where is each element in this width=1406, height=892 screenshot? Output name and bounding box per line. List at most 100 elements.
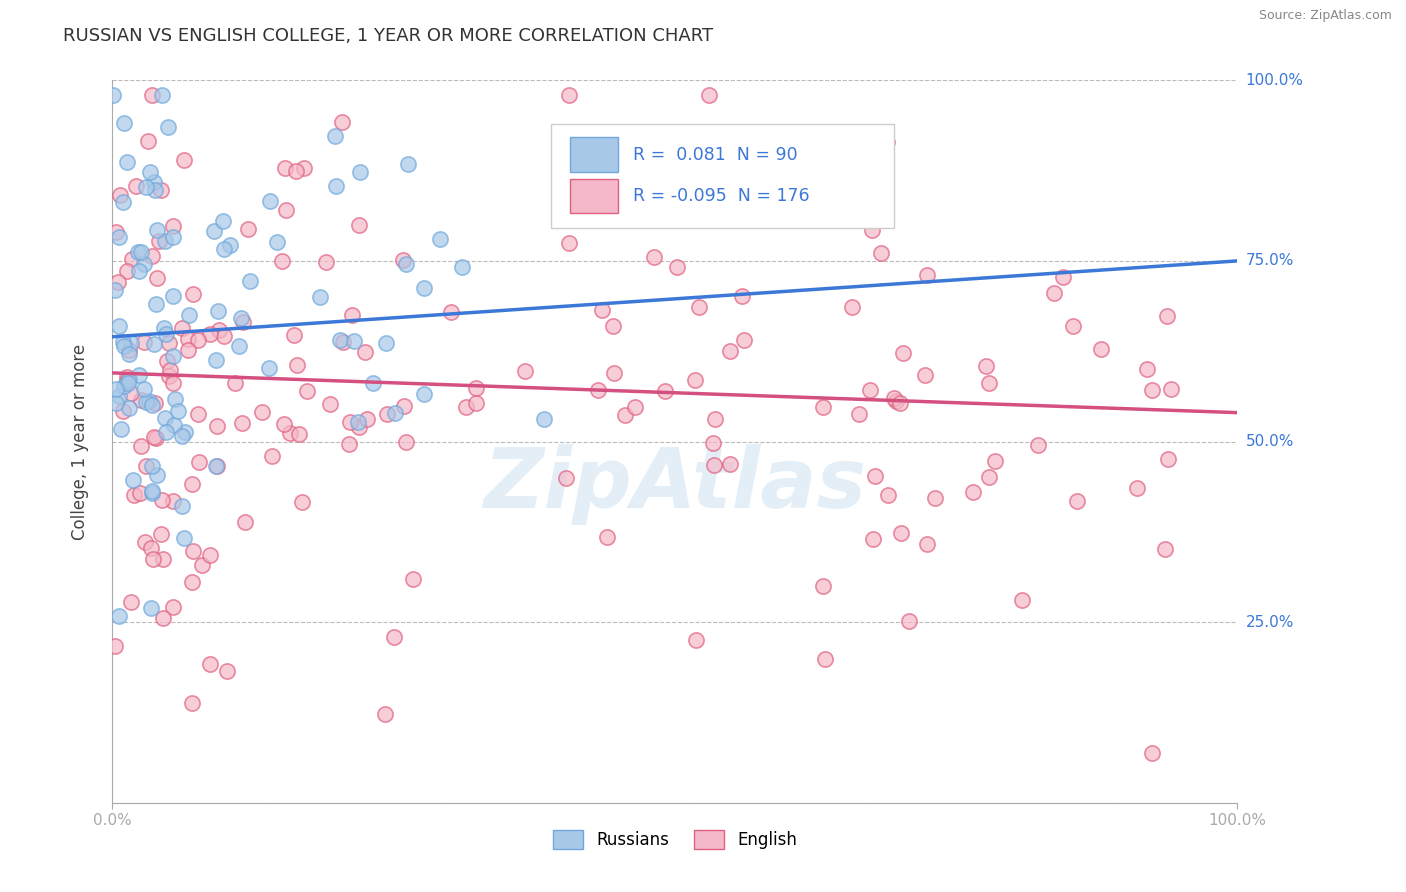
Point [402, 572, 425, 586]
Point [862, 533, 884, 547]
Point [347, 218, 370, 232]
Point [112, 379, 135, 393]
Text: 75.0%: 75.0% [1246, 253, 1294, 268]
Point [142, 551, 165, 566]
Point [128, 263, 150, 277]
Point [177, 308, 200, 322]
Point [361, 376, 384, 391]
Point [173, 531, 195, 545]
Text: 50.0%: 50.0% [1246, 434, 1294, 449]
Point [214, 242, 236, 256]
Point [977, 470, 1000, 484]
Point [149, 183, 172, 197]
Point [157, 335, 180, 350]
Point [454, 401, 477, 415]
Point [1156, 310, 1178, 324]
Point [145, 270, 167, 285]
Point [915, 536, 938, 550]
Point [162, 494, 184, 508]
Point [162, 288, 184, 302]
Point [115, 374, 138, 388]
Point [602, 318, 624, 333]
Point [884, 394, 907, 409]
Point [150, 492, 173, 507]
Point [139, 165, 162, 179]
Point [112, 334, 135, 349]
Text: RUSSIAN VS ENGLISH COLLEGE, 1 YEAR OR MORE CORRELATION CHART: RUSSIAN VS ENGLISH COLLEGE, 1 YEAR OR MO… [63, 27, 713, 45]
Text: ZipAtlas: ZipAtlas [484, 444, 866, 525]
Point [212, 214, 235, 228]
Point [614, 409, 637, 423]
Point [135, 180, 157, 194]
Point [984, 454, 1007, 468]
Point [295, 384, 318, 398]
Point [1026, 438, 1049, 452]
Point [591, 303, 613, 318]
Point [135, 459, 157, 474]
Point [292, 161, 315, 175]
Point [181, 477, 204, 491]
Point [1052, 269, 1074, 284]
Point [319, 397, 342, 411]
Point [167, 404, 190, 418]
Point [915, 268, 938, 283]
Point [731, 289, 754, 303]
Point [291, 494, 314, 508]
Point [1062, 318, 1084, 333]
Point [104, 383, 127, 397]
Point [688, 300, 710, 314]
Point [889, 396, 911, 410]
Point [665, 260, 688, 274]
Point [893, 346, 915, 360]
Point [198, 548, 221, 562]
Point [132, 335, 155, 350]
Point [125, 179, 148, 194]
Point [733, 333, 755, 347]
Point [141, 484, 163, 499]
Point [112, 404, 135, 418]
Point [229, 310, 252, 325]
Point [356, 412, 378, 426]
Point [163, 392, 186, 406]
Point [118, 343, 141, 357]
Point [141, 398, 163, 412]
Text: R = -0.095  N = 176: R = -0.095 N = 176 [633, 187, 810, 205]
Point [173, 153, 195, 168]
Point [129, 245, 152, 260]
Point [207, 304, 229, 318]
Point [876, 135, 898, 149]
Point [683, 373, 706, 387]
Point [145, 297, 167, 311]
Point [890, 525, 912, 540]
Point [869, 246, 891, 260]
Point [146, 223, 169, 237]
Point [1043, 285, 1066, 300]
Point [150, 87, 173, 102]
Point [257, 361, 280, 376]
Point [152, 551, 174, 566]
Point [181, 696, 204, 710]
Point [924, 491, 946, 505]
Point [134, 257, 156, 271]
Point [349, 164, 371, 178]
Point [177, 343, 200, 357]
Point [128, 368, 150, 383]
Point [848, 407, 870, 421]
Point [132, 382, 155, 396]
Point [236, 222, 259, 236]
Point [108, 389, 131, 403]
Point [1154, 542, 1177, 557]
Point [115, 369, 138, 384]
Point [152, 611, 174, 625]
Point [1090, 342, 1112, 356]
Text: R =  0.081  N = 90: R = 0.081 N = 90 [633, 145, 797, 164]
Point [115, 155, 138, 169]
Point [145, 183, 167, 197]
Point [702, 436, 724, 450]
Point [148, 235, 170, 249]
Point [205, 458, 228, 473]
Point [170, 499, 193, 513]
Point [162, 599, 184, 614]
Point [274, 161, 297, 176]
Point [155, 410, 177, 425]
